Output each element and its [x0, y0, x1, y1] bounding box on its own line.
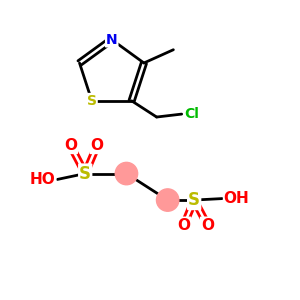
Text: S: S	[87, 94, 97, 108]
Text: OH: OH	[224, 191, 249, 206]
Text: HO: HO	[30, 172, 56, 187]
Text: O: O	[91, 138, 103, 153]
Text: O: O	[177, 218, 190, 232]
Text: S: S	[79, 165, 91, 183]
Text: N: N	[106, 33, 118, 46]
Text: O: O	[64, 138, 77, 153]
Text: O: O	[201, 218, 214, 232]
Circle shape	[157, 189, 179, 211]
Text: Cl: Cl	[184, 107, 200, 121]
Text: S: S	[188, 191, 200, 209]
Circle shape	[115, 162, 138, 185]
